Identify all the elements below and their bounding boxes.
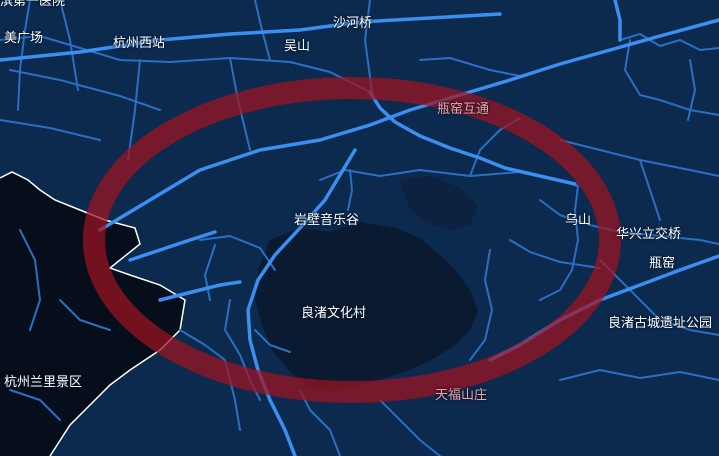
label-liangzhu-ruins-park[interactable]: 良渚古城遗址公园 xyxy=(608,316,713,331)
label-hangzhou-west-station[interactable]: 杭州西站 xyxy=(113,36,166,51)
label-huaxing-interchange[interactable]: 华兴立交桥 xyxy=(616,227,682,242)
label-tianfu-shanzhuang[interactable]: 天福山庄 xyxy=(435,388,488,403)
lake-area xyxy=(255,222,478,392)
district-boundary xyxy=(0,171,186,456)
label-liangzhu-culture-village[interactable]: 良渚文化村 xyxy=(301,306,367,321)
label-plaza[interactable]: 美广场 xyxy=(4,31,44,46)
label-pingyao-interchange[interactable]: 瓶窑互通 xyxy=(437,102,490,117)
dark-zone-west xyxy=(0,172,185,456)
label-hangzhou-lanli[interactable]: 杭州兰里景区 xyxy=(4,375,83,390)
label-hospital[interactable]: 滨第一医院 xyxy=(0,0,66,9)
label-pingyao[interactable]: 瓶窑 xyxy=(649,256,676,271)
label-shahe-bridge[interactable]: 沙河桥 xyxy=(333,16,373,31)
radius-ring xyxy=(83,77,621,403)
label-yanbi-music-valley[interactable]: 岩壁音乐谷 xyxy=(294,213,360,228)
label-wushan-east[interactable]: 乌山 xyxy=(565,213,592,228)
label-wushan-north[interactable]: 吴山 xyxy=(284,39,311,54)
lake-small xyxy=(400,176,478,230)
